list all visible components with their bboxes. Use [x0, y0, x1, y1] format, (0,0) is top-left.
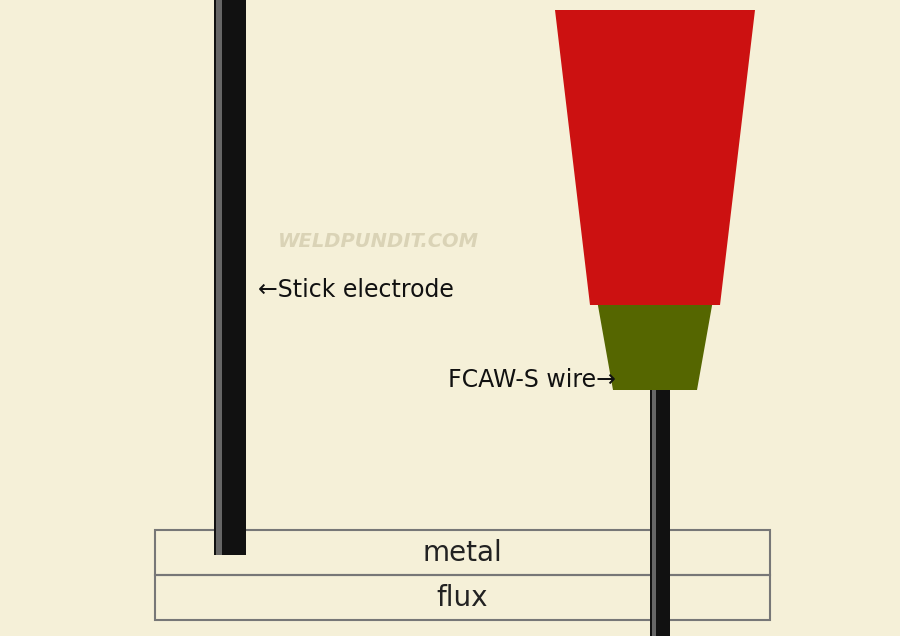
Text: metal: metal [422, 539, 502, 567]
Polygon shape [597, 300, 713, 390]
Bar [652, 310, 656, 636]
Bar [214, 0, 246, 555]
Polygon shape [555, 10, 755, 305]
Bar [650, 310, 670, 636]
Text: FCAW-S wire→: FCAW-S wire→ [448, 368, 616, 392]
Text: flux: flux [436, 584, 488, 612]
Text: ←Stick electrode: ←Stick electrode [258, 278, 454, 302]
Text: WELDPUNDIT.COM: WELDPUNDIT.COM [277, 232, 479, 251]
Bar [155, 530, 770, 575]
Bar [216, 0, 222, 555]
Bar [155, 575, 770, 620]
